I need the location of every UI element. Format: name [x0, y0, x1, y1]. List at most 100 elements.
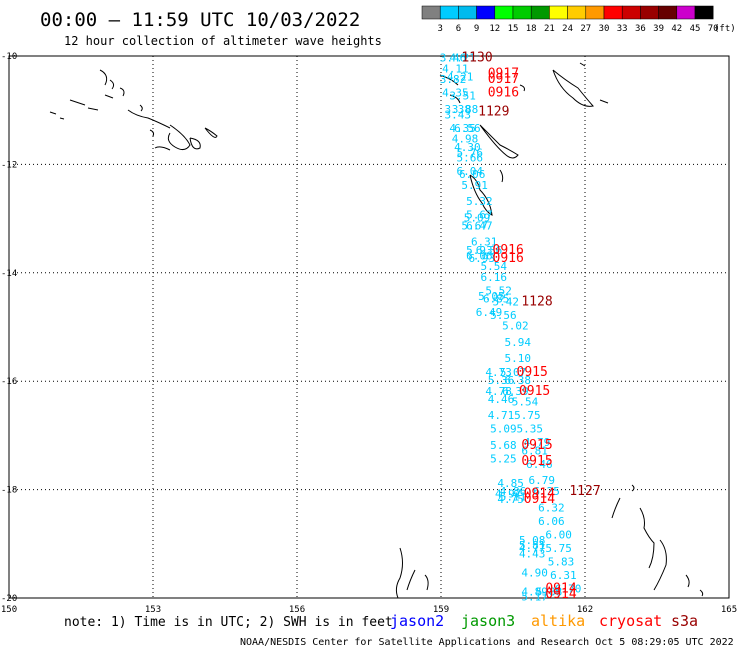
time-label: 1128 — [521, 294, 552, 309]
legend-altika: altika — [531, 612, 585, 630]
swh-label: 5.67 — [461, 219, 488, 232]
swh-label: 3.43 — [445, 108, 472, 121]
swh-label: 6.06 — [538, 515, 565, 528]
axis-tick-labels: 150 153 156 159 162 165 -10 -12 -14 -16 -18 -20 — [1, 52, 737, 615]
colorbar-swatch — [439, 5, 459, 20]
time-label: 0914 — [545, 582, 576, 597]
swh-label: 5.75 — [545, 542, 572, 555]
time-label: 0915 — [519, 384, 550, 399]
y-tick-label: -20 — [1, 594, 17, 604]
swh-label: 5.05 — [478, 290, 505, 303]
swh-label: 5.88 — [536, 585, 563, 598]
time-label: 1130 — [461, 50, 492, 65]
y-tick-label: -16 — [1, 377, 17, 387]
satellite-legend: jason2 jason3 altika cryosat s3a — [390, 612, 698, 630]
swh-label: 4.78 — [485, 385, 512, 398]
swh-label: 4.21 — [449, 51, 476, 64]
legend-s3a: s3a — [671, 612, 698, 630]
colorbar-label: 12 — [489, 24, 500, 34]
swh-label: 6.46 — [526, 458, 553, 471]
swh-label: 6.56 — [454, 122, 481, 135]
swh-label: 5.67 — [466, 209, 493, 222]
swh-label: 6.00 — [545, 528, 572, 541]
swh-label: 5.52 — [485, 284, 512, 297]
swh-label: 6.70 — [555, 583, 582, 596]
time-label: 0915 — [521, 454, 552, 469]
colorbar-label: 33 — [617, 24, 628, 34]
swh-label: 5.54 — [512, 396, 539, 409]
swh-label: 5.81 — [519, 539, 546, 552]
time-label: 0917 — [488, 67, 519, 82]
colorbar-swatch — [694, 5, 714, 20]
colorbar-swatch — [549, 5, 568, 20]
swh-label: 5.09 — [464, 211, 491, 224]
swh-label: 4.98 — [452, 133, 479, 146]
grid-lines — [9, 56, 729, 598]
swh-label: 3.88 — [452, 103, 479, 116]
swh-label: 4.77 — [519, 542, 546, 555]
colorbar-swatch — [512, 5, 532, 20]
time-label: 0915 — [521, 438, 552, 453]
swh-label: 6.06 — [459, 168, 486, 181]
swh-label: 6.39 — [502, 385, 529, 398]
colorbar-label: 27 — [580, 24, 591, 34]
swh-label: 5.10 — [505, 352, 532, 365]
swh-label: 5.54 — [481, 260, 508, 273]
swh-label: 5.56 — [490, 309, 517, 322]
colorbar: 3 6 9 12 15 18 21 24 27 30 33 36 39 42 45 70 — [421, 5, 719, 34]
swh-label: 4.21 — [447, 70, 474, 83]
swh-label: 6.04 — [457, 165, 484, 178]
swh-label: 5.17 — [521, 591, 548, 604]
colorbar-swatch — [676, 5, 696, 20]
colorbar-label: 30 — [599, 24, 610, 34]
time-label: 0915 — [517, 365, 548, 380]
swh-label: 5.35 — [517, 423, 544, 436]
plot-frame — [8, 55, 730, 599]
colorbar-swatch — [530, 5, 550, 20]
y-tick-label: -12 — [1, 160, 17, 170]
swh-label: 3.38 — [445, 103, 472, 116]
chart-subtitle: 12 hour collection of altimeter wave hei… — [64, 34, 382, 48]
footer-note: note: 1) Time is in UTC; 2) SWH is in fe… — [64, 615, 393, 630]
time-label: 0914 — [524, 492, 555, 507]
swh-value-labels: 3.464.214.114.213.824.353.513.383.883.43… — [440, 51, 582, 603]
colorbar-swatch — [658, 5, 678, 20]
swh-label: 6.81 — [521, 444, 548, 457]
colorbar-swatch — [621, 5, 641, 20]
swh-label: 4.71 — [488, 409, 515, 422]
colorbar-label: 24 — [562, 24, 573, 34]
swh-label: 5.94 — [505, 336, 532, 349]
colorbar-label: 21 — [544, 24, 555, 34]
swh-label: 6.47 — [466, 219, 493, 232]
time-label: 0914 — [545, 587, 576, 602]
time-label: 0916 — [493, 251, 524, 266]
swh-label: 6.85 — [483, 293, 510, 306]
colorbar-swatch — [421, 5, 441, 20]
legend-jason3: jason3 — [461, 612, 515, 630]
colorbar-swatch — [585, 5, 605, 20]
time-label: 0914 — [524, 487, 555, 502]
colorbar-label: 36 — [635, 24, 646, 34]
colorbar-label: 3 — [437, 24, 442, 34]
time-label: 0917 — [488, 72, 519, 87]
x-tick-label: 150 — [1, 605, 17, 615]
y-tick-label: -18 — [1, 486, 17, 496]
swh-label: 5.08 — [519, 534, 546, 547]
swh-label: 5.91 — [461, 179, 488, 192]
x-tick-label: 162 — [577, 605, 593, 615]
swh-label: 4.89 — [521, 585, 548, 598]
swh-label: 6.31 — [471, 236, 498, 249]
swh-label: 5.66 — [457, 152, 484, 165]
colorbar-swatch — [494, 5, 514, 20]
colorbar-label: 9 — [474, 24, 479, 34]
swh-label: 5.32 — [466, 195, 493, 208]
swh-label: 4.30 — [454, 141, 481, 154]
swh-label: 6.16 — [481, 271, 508, 284]
colorbar-label: 6 — [456, 24, 461, 34]
swh-label: 4.75 — [497, 493, 524, 506]
colorbar-label: 15 — [508, 24, 519, 34]
colorbar-unit: (ft) — [714, 24, 736, 34]
swh-label: 6.93 — [469, 252, 496, 265]
colorbar-label: 70 — [708, 24, 719, 34]
x-tick-label: 165 — [721, 605, 737, 615]
